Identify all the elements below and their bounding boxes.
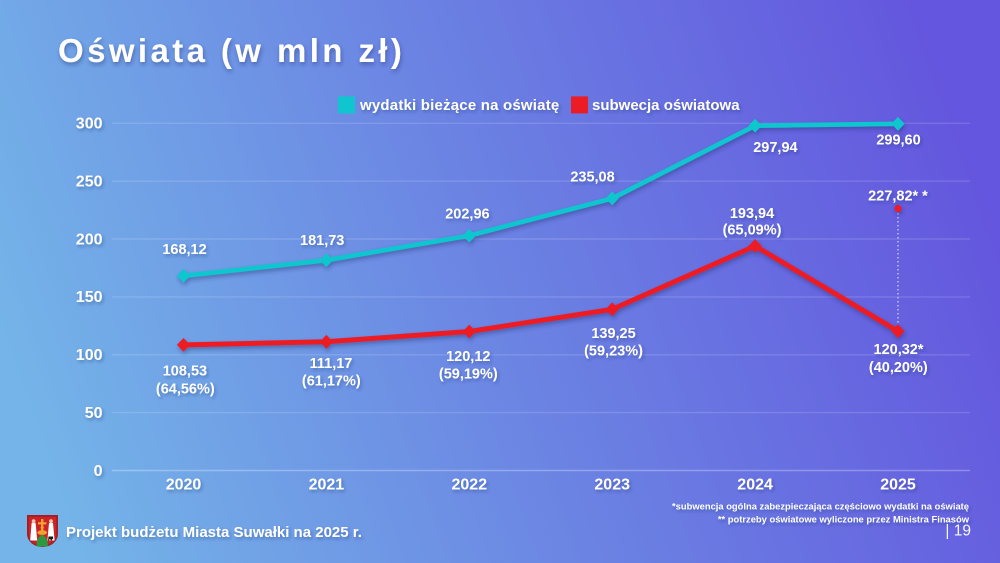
svg-text:(59,19%): (59,19%) (439, 367, 498, 383)
svg-text:2020: 2020 (166, 477, 202, 494)
svg-text:100: 100 (76, 347, 103, 364)
svg-text:2025: 2025 (880, 477, 916, 494)
svg-text:2024: 2024 (737, 477, 773, 494)
svg-text:300: 300 (76, 116, 103, 133)
svg-text:0: 0 (94, 463, 103, 480)
svg-text:wydatki bieżące na oświatę: wydatki bieżące na oświatę (359, 97, 559, 114)
svg-text:111,17: 111,17 (310, 356, 353, 372)
svg-text:(61,17%): (61,17%) (302, 374, 361, 390)
svg-text:168,12: 168,12 (162, 242, 206, 258)
svg-text:120,12: 120,12 (446, 349, 490, 365)
svg-text:202,96: 202,96 (445, 207, 489, 223)
svg-text:*subwencja ogólna zabezpieczaj: *subwencja ogólna zabezpieczająca części… (672, 501, 969, 512)
svg-text:150: 150 (76, 289, 103, 306)
svg-text:2021: 2021 (309, 477, 345, 494)
svg-text:2022: 2022 (452, 477, 488, 494)
svg-text:299,60: 299,60 (876, 133, 920, 149)
svg-text:250: 250 (76, 174, 103, 191)
svg-text:235,08: 235,08 (570, 170, 614, 186)
svg-text:Oświata (w mln zł): Oświata (w mln zł) (58, 32, 405, 69)
svg-text:| 19: | 19 (945, 523, 971, 540)
svg-text:Projekt budżetu Miasta Suwałki: Projekt budżetu Miasta Suwałki na 2025 r… (66, 524, 362, 541)
svg-text:297,94: 297,94 (753, 140, 797, 156)
svg-text:139,25: 139,25 (591, 326, 635, 342)
svg-text:50: 50 (85, 405, 103, 422)
svg-text:** potrzeby oświatowe wyliczon: ** potrzeby oświatowe wyliczone przez Mi… (718, 514, 970, 525)
svg-text:108,53: 108,53 (163, 364, 207, 380)
svg-text:(65,09%): (65,09%) (723, 223, 782, 239)
svg-text:181,73: 181,73 (300, 233, 344, 249)
svg-text:227,82* *: 227,82* * (868, 189, 928, 205)
svg-text:(64,56%): (64,56%) (156, 382, 215, 398)
svg-text:200: 200 (76, 231, 103, 248)
svg-text:(40,20%): (40,20%) (869, 360, 928, 376)
svg-text:120,32*: 120,32* (874, 342, 924, 358)
svg-text:(59,23%): (59,23%) (584, 344, 643, 360)
svg-text:2023: 2023 (594, 477, 630, 494)
svg-text:subwecja oświatowa: subwecja oświatowa (592, 97, 740, 114)
svg-text:193,94: 193,94 (730, 206, 774, 222)
